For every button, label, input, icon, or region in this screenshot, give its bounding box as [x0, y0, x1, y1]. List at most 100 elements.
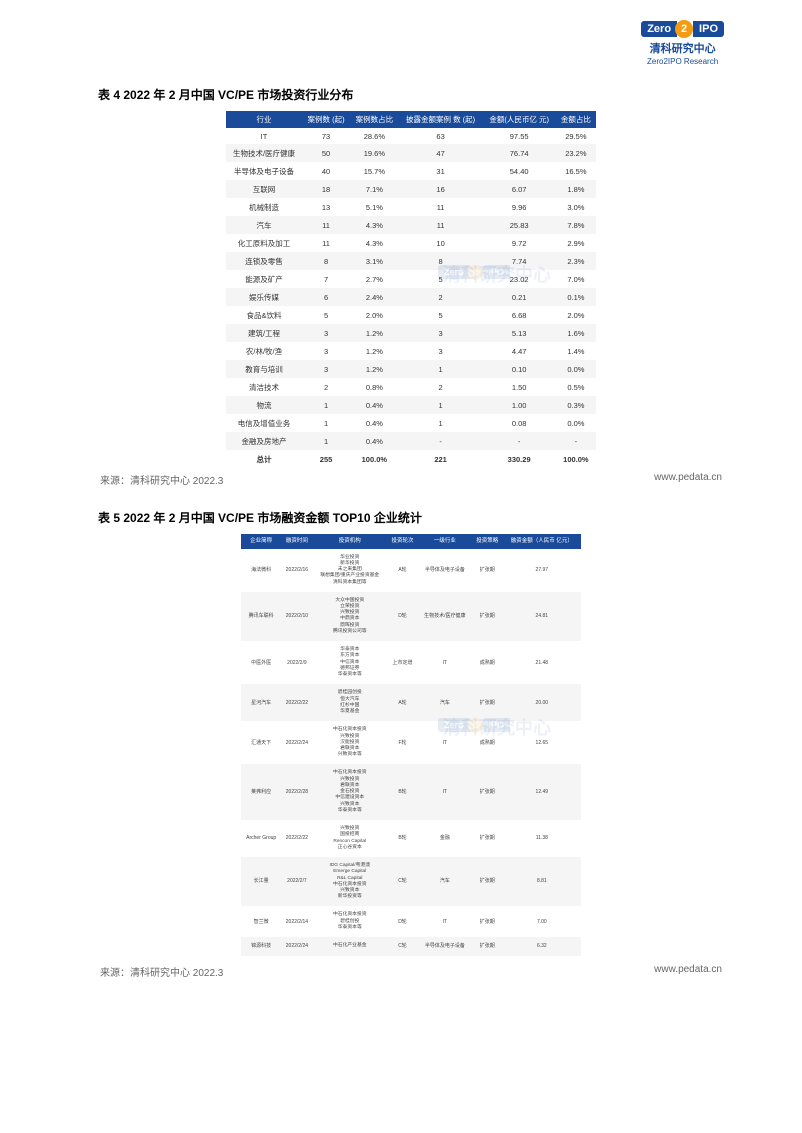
table-cell: 0.1% — [556, 288, 596, 306]
table-cell: 连锁及零售 — [226, 252, 302, 270]
table-cell: 成熟期 — [472, 721, 503, 764]
table-cell: 中石化资本投资兴致投资君联资本金石投资中信建设资本兴致资本华泰资本等 — [312, 764, 387, 820]
table-cell: 1.8% — [556, 180, 596, 198]
table4-col: 披露金额案例 数 (起) — [399, 111, 483, 128]
table-row: 长江量2022/2/7IDG Capital/粤港澳Emerge Capital… — [241, 857, 581, 906]
table-row: 汽车114.3%1125.837.8% — [226, 216, 596, 234]
table-cell: 23.2% — [556, 144, 596, 162]
table4-col: 金额(人民币亿 元) — [483, 111, 556, 128]
table-cell: 1.4% — [556, 342, 596, 360]
table-cell: 0.0% — [556, 414, 596, 432]
table-cell: 5 — [302, 306, 350, 324]
table-cell: 1.2% — [350, 342, 399, 360]
table-cell: 华业投资新华投资未之来集团联想集团/重庆产业投资基金清科资本集团等 — [312, 549, 387, 592]
table-cell: 7.8% — [556, 216, 596, 234]
table-row: 中医外医2022/2/9华泰资本东方资本中信资本德邦证券华泰资本等上市定增IT成… — [241, 641, 581, 684]
table-row: 生物技术/医疗健康5019.6%4776.7423.2% — [226, 144, 596, 162]
source-url-2: www.pedata.cn — [654, 964, 722, 979]
table5-col: 企业简称 — [241, 534, 281, 549]
table-cell: 0.3% — [556, 396, 596, 414]
table-cell: 4.47 — [483, 342, 556, 360]
table5: 企业简称融资时间投资机构投资轮次一级行业投资策略融资金额（人民币 亿元） 海法微… — [241, 534, 581, 956]
table-cell: 54.40 — [483, 162, 556, 180]
table-cell: 农/林/牧/渔 — [226, 342, 302, 360]
table-cell: 长江量 — [241, 857, 281, 906]
logo-text-en: Zero2IPO Research — [641, 57, 724, 66]
table-cell: C轮 — [387, 937, 418, 956]
table-cell: 3 — [302, 360, 350, 378]
table-cell: IT — [418, 764, 472, 820]
table-row: 清洁技术20.8%21.500.5% — [226, 378, 596, 396]
table-cell: 0.21 — [483, 288, 556, 306]
table-row: 建筑/工程31.2%35.131.6% — [226, 324, 596, 342]
table-cell: 2022/2/28 — [281, 764, 312, 820]
logo-two: 2 — [675, 20, 693, 38]
table-row: 总计255100.0%221330.29100.0% — [226, 450, 596, 468]
table-cell: 9.72 — [483, 234, 556, 252]
table-cell: IT — [226, 128, 302, 144]
table-cell: 兴致投资国投招商Rencon Capital正心谷资本 — [312, 820, 387, 857]
table4-col: 案例数 (起) — [302, 111, 350, 128]
table-cell: 15.7% — [350, 162, 399, 180]
table-cell: 97.55 — [483, 128, 556, 144]
table-cell: 扩张期 — [472, 549, 503, 592]
table-cell: 华泰资本东方资本中信资本德邦证券华泰资本等 — [312, 641, 387, 684]
table-cell: 1.50 — [483, 378, 556, 396]
table-row: 电信及增值业务10.4%10.080.0% — [226, 414, 596, 432]
table-cell: 221 — [399, 450, 483, 468]
table4-col: 金额占比 — [556, 111, 596, 128]
table-cell: 汽车 — [226, 216, 302, 234]
table-cell: 海法微科 — [241, 549, 281, 592]
table-cell: 3 — [302, 324, 350, 342]
table-cell: 1 — [302, 414, 350, 432]
table-cell: 3 — [399, 342, 483, 360]
table4-col: 案例数占比 — [350, 111, 399, 128]
table-cell: 3.1% — [350, 252, 399, 270]
table-cell: 扩张期 — [472, 764, 503, 820]
table-cell: 星河汽车 — [241, 684, 281, 721]
table-row: 半导体及电子设备4015.7%3154.4016.5% — [226, 162, 596, 180]
table-cell: IDG Capital/粤港澳Emerge CapitalR&L Capital… — [312, 857, 387, 906]
table-cell: 24.81 — [503, 592, 581, 641]
table-cell: 29.5% — [556, 128, 596, 144]
table-row: 物流10.4%11.000.3% — [226, 396, 596, 414]
table-cell: 31 — [399, 162, 483, 180]
logo-ipo: IPO — [693, 21, 724, 37]
table-cell: 7.00 — [503, 906, 581, 937]
table-cell: C轮 — [387, 857, 418, 906]
table-row: 食品&饮料52.0%56.682.0% — [226, 306, 596, 324]
table-cell: 2022/2/24 — [281, 937, 312, 956]
table5-title: 表 5 2022 年 2 月中国 VC/PE 市场融资金额 TOP10 企业统计 — [98, 509, 724, 526]
table-cell: 能源及矿产 — [226, 270, 302, 288]
table-cell: 2.4% — [350, 288, 399, 306]
table-cell: 6.32 — [503, 937, 581, 956]
table-cell: A轮 — [387, 549, 418, 592]
table-row: 娱乐传媒62.4%20.210.1% — [226, 288, 596, 306]
source-label-1: 来源：清科研究中心 2022.3 — [100, 472, 223, 487]
table-cell: 2.3% — [556, 252, 596, 270]
table-row: 教育与培训31.2%10.100.0% — [226, 360, 596, 378]
table-cell: 2.7% — [350, 270, 399, 288]
table-cell: 5.1% — [350, 198, 399, 216]
table-cell: 电信及增值业务 — [226, 414, 302, 432]
source-label-2: 来源：清科研究中心 2022.3 — [100, 964, 223, 979]
table-cell: 10 — [399, 234, 483, 252]
table-cell: 1.6% — [556, 324, 596, 342]
table-row: 海法微科2022/2/16华业投资新华投资未之来集团联想集团/重庆产业投资基金清… — [241, 549, 581, 592]
table-cell: 11 — [302, 234, 350, 252]
table-cell: 2022/2/9 — [281, 641, 312, 684]
table-cell: 总计 — [226, 450, 302, 468]
table-cell: 18 — [302, 180, 350, 198]
table-cell: 25.83 — [483, 216, 556, 234]
table-cell: 生物技术/医疗健康 — [418, 592, 472, 641]
table-cell: 7.1% — [350, 180, 399, 198]
table-row: 机械制造135.1%119.963.0% — [226, 198, 596, 216]
table-cell: 扩张期 — [472, 906, 503, 937]
table-cell: 中医外医 — [241, 641, 281, 684]
table-cell: 11 — [399, 216, 483, 234]
table-cell: 27.97 — [503, 549, 581, 592]
table-cell: 2022/2/22 — [281, 684, 312, 721]
table-cell: 化工原料及加工 — [226, 234, 302, 252]
table-cell: 物流 — [226, 396, 302, 414]
table-cell: 0.8% — [350, 378, 399, 396]
